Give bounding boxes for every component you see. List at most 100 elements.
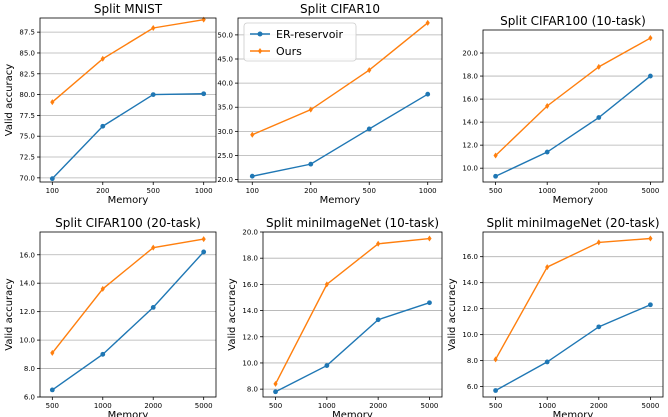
- y-tick-label: 12.0: [242, 333, 258, 341]
- legend: ER-reservoir Ours: [243, 22, 357, 62]
- series-line-ours: [274, 237, 430, 385]
- x-tick-label: 1000: [318, 402, 336, 410]
- series-line-er-reservoir: [495, 75, 651, 177]
- legend-box: [243, 22, 357, 62]
- x-tick-label: 200: [304, 187, 317, 195]
- data-point-ours: [648, 235, 653, 242]
- y-tick-label: 8.0: [247, 386, 258, 394]
- x-tick-label: 5000: [641, 402, 659, 410]
- y-tick-label: 12.0: [462, 142, 478, 150]
- legend-marker-circle: [257, 31, 263, 37]
- plot-frame: [262, 231, 443, 398]
- y-tick-label: 50.0: [217, 31, 233, 39]
- y-axis-label: Valid accuracy: [4, 278, 15, 350]
- y-axis-label: Valid accuracy: [227, 278, 238, 350]
- data-point-er-reservoir: [493, 173, 498, 179]
- y-tick-label: 10.0: [462, 165, 478, 173]
- data-point-ours: [100, 285, 105, 292]
- y-tick-label: 12.0: [462, 305, 478, 313]
- data-point-ours: [427, 235, 432, 242]
- x-tick-label: 2000: [369, 402, 387, 410]
- x-tick-label: 1000: [419, 187, 437, 195]
- data-point-ours: [324, 281, 329, 288]
- subplot-3: 10.0 12.0 14.0 16.0 18.0 20.0 500 1000 2000 5000 S…: [462, 14, 664, 206]
- subplot-title: Split CIFAR100 (20-task): [55, 216, 201, 230]
- series-line-er-reservoir: [495, 304, 651, 392]
- plot-frame: [39, 231, 217, 398]
- y-tick-label: 14.0: [19, 280, 35, 288]
- x-tick-label: 500: [489, 402, 502, 410]
- data-point-er-reservoir: [596, 115, 602, 120]
- series-line-er-reservoir: [51, 93, 204, 180]
- data-point-er-reservoir: [366, 126, 372, 132]
- x-tick-label: 100: [46, 187, 59, 195]
- x-axis-label: Memory: [108, 410, 149, 417]
- data-point-ours: [273, 380, 278, 387]
- x-axis-label: Memory: [332, 410, 373, 417]
- data-point-ours: [201, 16, 206, 23]
- y-tick-label: 40.0: [217, 80, 233, 88]
- y-tick-label: 80.0: [19, 91, 35, 99]
- y-tick-label: 18.0: [462, 73, 478, 81]
- data-point-er-reservoir: [150, 304, 156, 310]
- data-point-ours: [50, 349, 55, 356]
- y-tick-label: 82.5: [19, 70, 35, 78]
- data-point-ours: [545, 264, 550, 271]
- data-point-er-reservoir: [273, 389, 278, 395]
- series-line-ours: [494, 237, 651, 360]
- legend-label: ER-reservoir: [276, 28, 343, 41]
- y-axis-label: Valid accuracy: [447, 278, 458, 350]
- subplot-title: Split MNIST: [94, 2, 163, 16]
- x-tick-label: 1000: [538, 402, 556, 410]
- x-tick-label: 500: [269, 402, 282, 410]
- legend-marker-diamond: [257, 48, 263, 54]
- x-tick-label: 5000: [421, 402, 439, 410]
- x-axis-label: Memory: [320, 195, 361, 206]
- subplot-title: Split miniImageNet (20-task): [486, 216, 659, 230]
- subplot-5: 8.0 10.0 12.0 14.0 16.0 18.0 20.0 500 1000 2000 50…: [227, 216, 443, 417]
- x-tick-label: 2000: [590, 402, 608, 410]
- data-point-ours: [596, 239, 601, 246]
- data-point-er-reservoir: [375, 317, 381, 323]
- y-tick-label: 6.0: [467, 383, 478, 391]
- series-line-er-reservoir: [51, 251, 205, 391]
- data-point-ours: [545, 103, 550, 109]
- y-tick-label: 70.0: [19, 174, 35, 182]
- data-point-er-reservoir: [201, 91, 207, 97]
- series-line-er-reservoir: [252, 93, 429, 177]
- x-tick-label: 1000: [94, 402, 112, 410]
- y-tick-label: 10.0: [462, 331, 478, 339]
- y-tick-label: 35.0: [217, 104, 233, 112]
- subplot-title: Split miniImageNet (10-task): [266, 216, 439, 230]
- x-axis-label: Memory: [553, 195, 594, 206]
- y-tick-label: 85.0: [19, 49, 35, 57]
- y-tick-label: 87.5: [19, 29, 35, 37]
- data-point-er-reservoir: [150, 92, 156, 97]
- y-tick-label: 16.0: [462, 253, 478, 261]
- y-tick-label: 20.0: [217, 176, 233, 184]
- data-point-er-reservoir: [648, 302, 653, 308]
- plot-frame: [237, 17, 443, 183]
- series-line-ours: [51, 238, 204, 354]
- series-line-ours: [51, 18, 204, 103]
- y-tick-label: 12.0: [19, 308, 35, 316]
- y-tick-label: 77.5: [19, 112, 35, 120]
- plot-frame: [39, 17, 217, 183]
- y-tick-label: 18.0: [242, 255, 258, 263]
- data-point-er-reservoir: [100, 351, 106, 357]
- data-point-er-reservoir: [324, 363, 330, 368]
- data-point-er-reservoir: [427, 300, 432, 306]
- data-point-er-reservoir: [308, 161, 314, 167]
- subplot-title: Split CIFAR100 (10-task): [500, 14, 646, 28]
- y-tick-label: 14.0: [462, 279, 478, 287]
- x-tick-label: 500: [147, 187, 160, 195]
- y-tick-label: 6.0: [24, 394, 35, 402]
- data-point-ours: [100, 55, 105, 62]
- data-point-er-reservoir: [100, 123, 106, 129]
- x-axis-label: Memory: [108, 195, 149, 206]
- y-tick-label: 16.0: [242, 281, 258, 289]
- x-tick-label: 200: [96, 187, 109, 195]
- y-tick-label: 10.0: [19, 337, 35, 345]
- data-point-ours: [308, 106, 313, 113]
